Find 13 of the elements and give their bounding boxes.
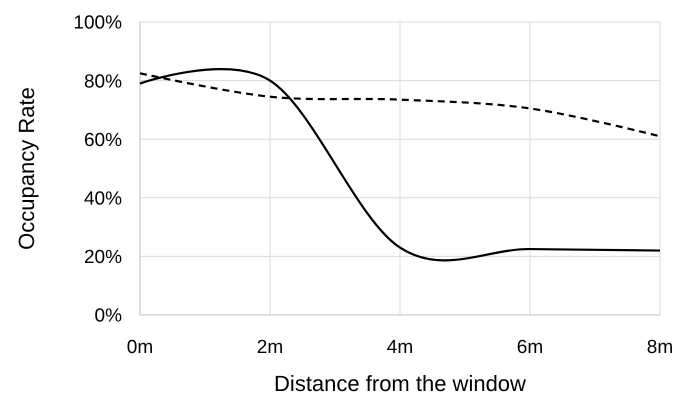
x-tick-label: 6m xyxy=(516,337,544,358)
x-tick-label: 8m xyxy=(646,337,674,358)
x-tick-label: 0m xyxy=(126,337,154,358)
y-axis-title: Occupancy Rate xyxy=(14,87,39,250)
y-tick-label: 80% xyxy=(84,71,122,92)
x-axis-title: Distance from the window xyxy=(274,371,526,396)
y-tick-label: 100% xyxy=(73,12,122,34)
y-tick-label: 20% xyxy=(84,247,122,268)
y-tick-label: 40% xyxy=(84,188,122,210)
y-tick-label: 0% xyxy=(94,306,122,327)
x-tick-label: 4m xyxy=(386,337,414,358)
x-tick-label: 2m xyxy=(256,337,284,358)
y-tick-label: 60% xyxy=(84,130,122,151)
